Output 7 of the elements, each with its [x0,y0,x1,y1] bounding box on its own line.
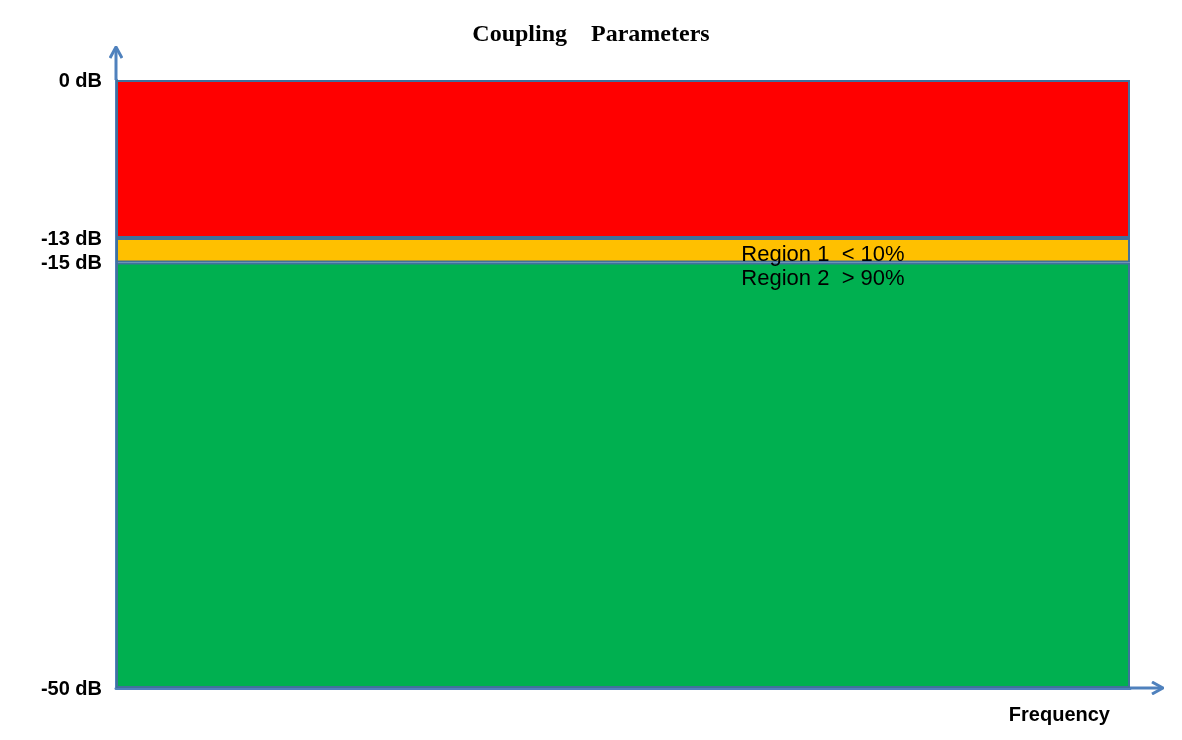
y-tick-label: -50 dB [40,677,102,699]
y-tick-label: -13 dB [40,227,102,250]
y-tick-label: -15 dB [40,251,102,274]
x-axis-title: Frequency [1008,703,1111,725]
chart-title: Coupling Parameters [472,20,710,46]
y-tick-label: 0 dB [58,69,102,91]
series-label: Region 1 < 10% [741,240,905,266]
